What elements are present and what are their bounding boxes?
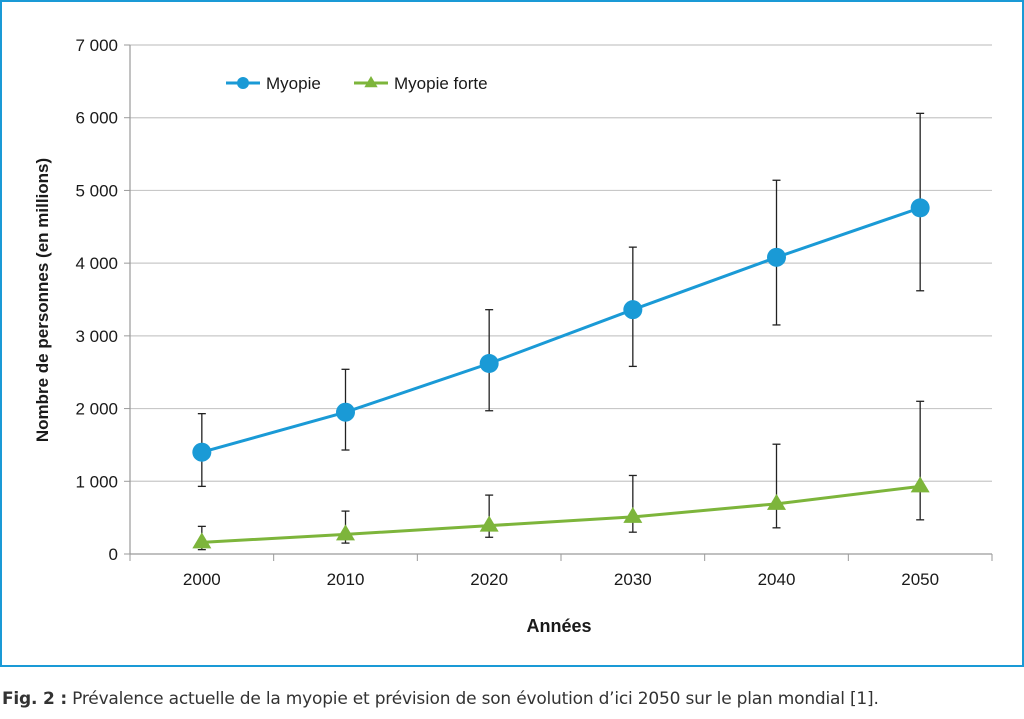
x-axis-label: Années <box>526 616 591 636</box>
data-point <box>479 515 499 532</box>
data-point <box>767 247 786 267</box>
legend: Myopie Myopie forte <box>226 74 488 93</box>
x-tick-label: 2000 <box>183 570 221 589</box>
x-tick-label: 2020 <box>470 570 508 589</box>
line-chart: 0 1 000 2 000 3 000 4 000 5 000 6 000 7 000 200… <box>33 36 993 636</box>
error-bars <box>197 112 925 551</box>
series-line <box>201 484 921 544</box>
legend-marker <box>237 77 249 89</box>
data-point <box>336 524 355 541</box>
figure-caption: Fig. 2 : Prévalence actuelle de la myopi… <box>2 689 879 709</box>
y-tick-label: 1 000 <box>75 472 118 491</box>
x-tick-label: 2050 <box>901 570 939 589</box>
y-tick-label: 3 000 <box>75 327 118 346</box>
series-markers <box>192 198 930 549</box>
y-tick-label: 0 <box>109 545 118 564</box>
data-point <box>623 506 643 523</box>
data-point <box>336 402 355 422</box>
y-tick-label: 5 000 <box>75 181 118 200</box>
y-tick-label: 2 000 <box>75 400 118 419</box>
caption-text: Prévalence actuelle de la myopie et prév… <box>66 689 879 709</box>
data-point <box>192 442 212 462</box>
caption-label: Fig. 2 : <box>2 689 67 709</box>
y-tick-labels: 0 1 000 2 000 3 000 4 000 5 000 6 000 7 000 <box>75 36 118 564</box>
data-point <box>910 198 930 218</box>
series-line <box>201 206 921 454</box>
x-tick-label: 2040 <box>758 570 796 589</box>
data-point <box>767 493 786 510</box>
x-tick-label: 2010 <box>327 570 365 589</box>
axes <box>124 44 993 561</box>
series-lines <box>201 206 921 544</box>
y-tick-label: 7 000 <box>75 36 118 55</box>
data-point <box>910 476 930 493</box>
y-tick-label: 6 000 <box>75 109 118 128</box>
legend-marker <box>364 76 378 88</box>
figure-frame: 0 1 000 2 000 3 000 4 000 5 000 6 000 7 000 200… <box>0 0 1024 667</box>
data-point <box>479 353 499 373</box>
data-point <box>623 300 643 320</box>
x-tick-labels: 2000 2010 2020 2030 2040 2050 <box>183 570 939 589</box>
data-point <box>192 532 212 549</box>
legend-label: Myopie <box>266 74 321 93</box>
legend-label: Myopie forte <box>394 74 488 93</box>
grid-lines <box>130 44 992 482</box>
y-axis-label: Nombre de personnes (en millions) <box>33 158 52 442</box>
x-tick-label: 2030 <box>614 570 652 589</box>
y-tick-label: 4 000 <box>75 254 118 273</box>
